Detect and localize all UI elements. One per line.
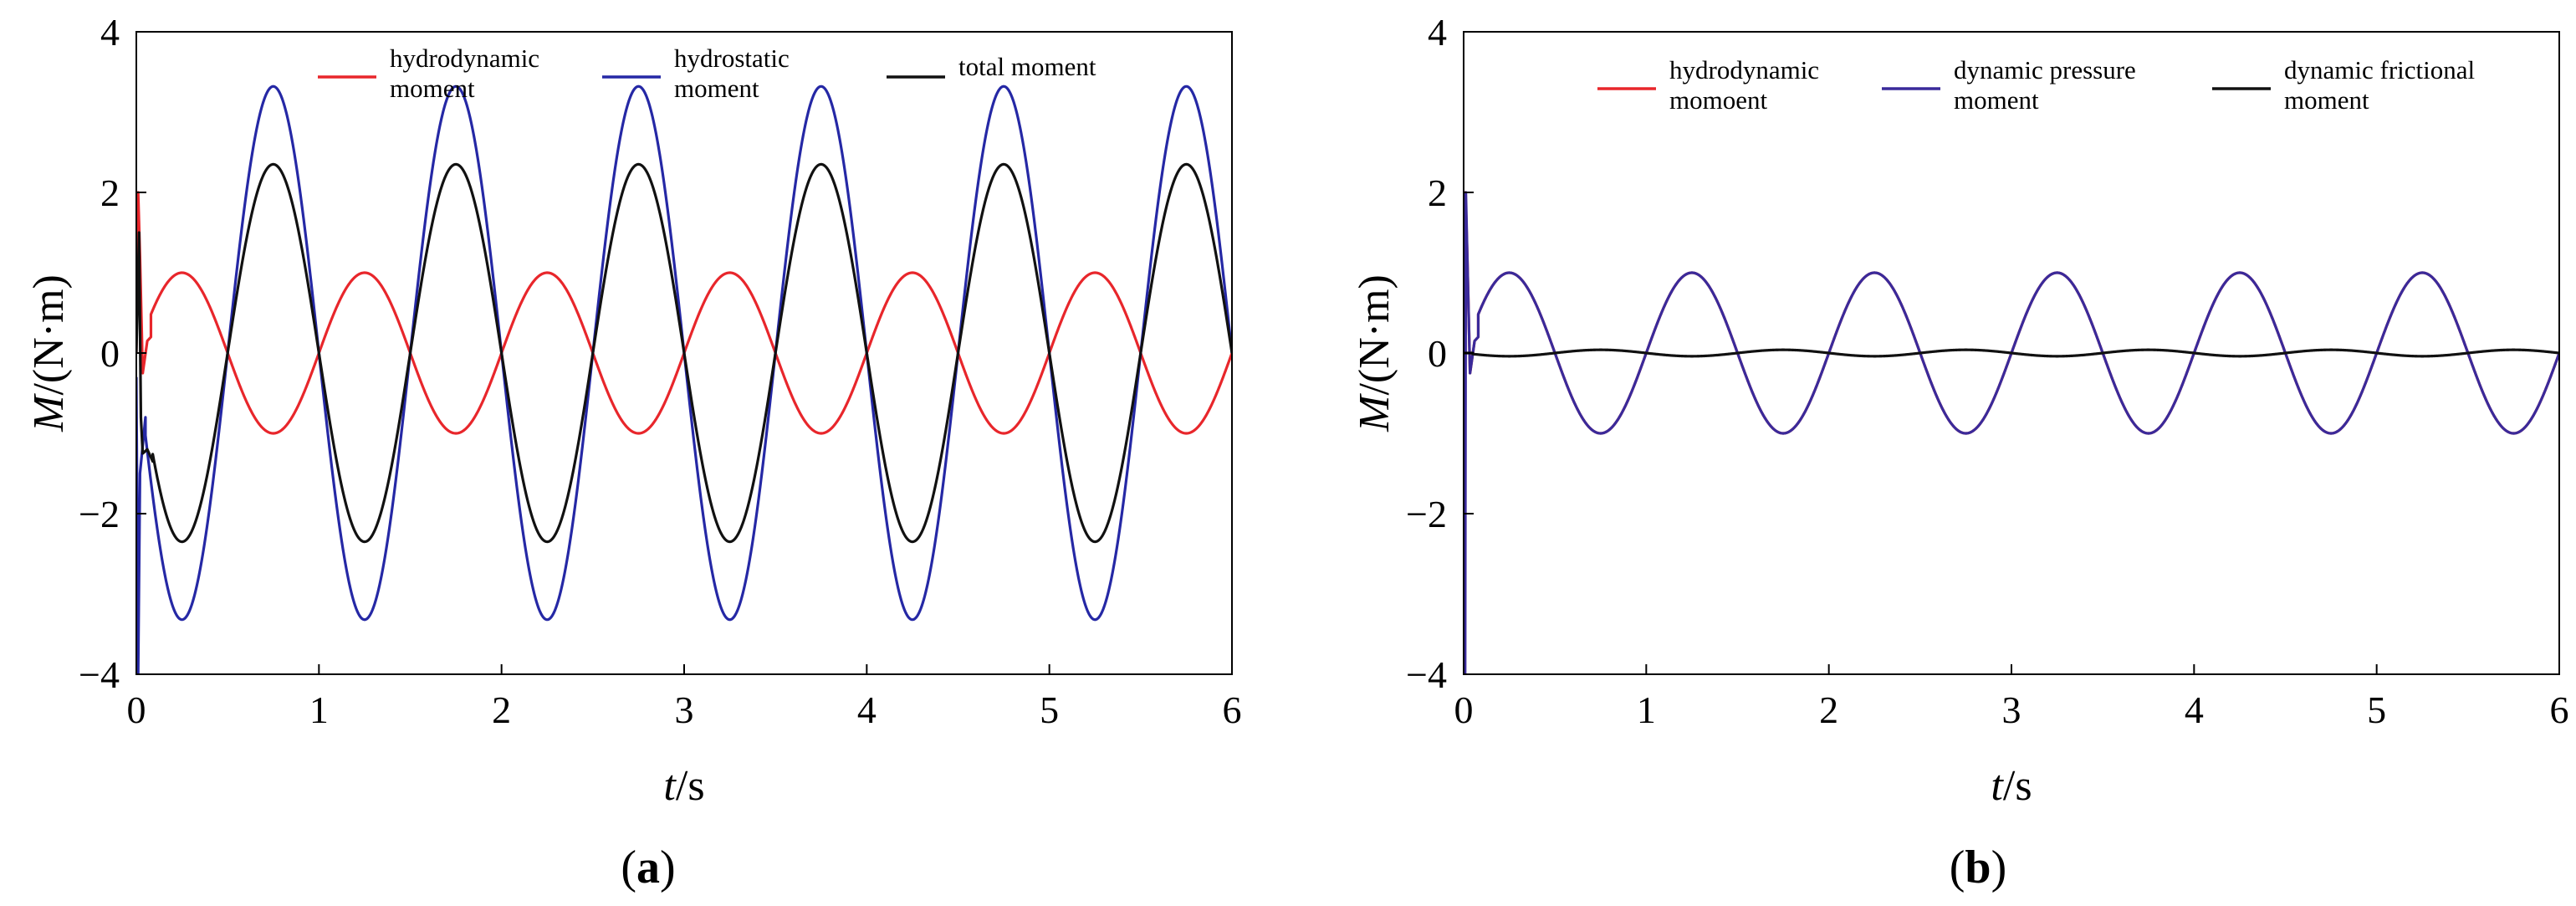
x-tick-label: 2: [1819, 688, 1838, 731]
x-tick-label: 3: [2002, 688, 2021, 731]
y-axis-label: M/(N·m): [25, 274, 73, 433]
chart-panel-b: 0 1 2 3 4 5 6 −4 −2 0 2 4 t/s M/(N·m) hydrodynamicmomo…: [1351, 11, 2569, 893]
y-tick-label: −4: [1406, 653, 1447, 696]
series-line-3: [1464, 348, 2559, 358]
y-tick-label: 4: [100, 11, 120, 54]
x-tick-label: 6: [2550, 688, 2569, 731]
legend-label: hydrostatic: [674, 44, 790, 73]
y-tick-label: −4: [79, 653, 120, 696]
y-tick-label: −2: [1406, 493, 1447, 535]
legend-label: moment: [674, 74, 759, 103]
series-line-3: [136, 162, 1232, 544]
x-tick-label: 5: [2367, 688, 2386, 731]
x-tick-label: 5: [1040, 688, 1059, 731]
y-tick-label: 0: [100, 332, 120, 375]
x-tick-label: 0: [1454, 688, 1474, 731]
series-line-2: [1464, 191, 2559, 674]
x-tick-label: 2: [492, 688, 511, 731]
legend-label: hydrodynamic: [390, 44, 539, 73]
x-tick-label: 4: [2185, 688, 2204, 731]
panel-label: (b): [1950, 842, 2006, 893]
series-group: [1464, 191, 2559, 674]
legend-label: moment: [390, 74, 475, 103]
legend-label: hydrodynamic: [1669, 55, 1819, 84]
y-tick-label: 2: [1428, 171, 1447, 214]
x-tick-label: 6: [1223, 688, 1242, 731]
y-tick-label: 2: [100, 171, 120, 214]
x-tick-label: 1: [309, 688, 329, 731]
legend-label: total moment: [958, 52, 1096, 81]
series-line-2: [136, 84, 1232, 674]
series-line-1: [136, 191, 1232, 435]
legend-label: dynamic frictional: [2284, 55, 2475, 84]
legend-label: momoent: [1669, 85, 1767, 115]
legend-label: moment: [1954, 85, 2039, 115]
series-group: [136, 84, 1232, 674]
panel-label: (a): [621, 842, 675, 893]
x-tick-label: 1: [1637, 688, 1656, 731]
y-tick-label: 0: [1428, 332, 1447, 375]
chart-panel-a: 0 1 2 3 4 5 6−4−2024t/sM/(N·m)hydrodynamicmome…: [25, 11, 1242, 893]
x-axis-label: t/s: [663, 762, 704, 810]
x-axis-label: t/s: [1991, 762, 2032, 810]
legend-label: dynamic pressure: [1954, 55, 2136, 84]
y-axis-label: M/(N·m): [1351, 274, 1398, 433]
x-tick-label: 3: [675, 688, 694, 731]
y-tick-label: −2: [79, 493, 120, 535]
x-tick-label: 4: [857, 688, 877, 731]
y-tick-label: 4: [1428, 11, 1447, 54]
x-tick-label: 0: [127, 688, 146, 731]
legend: hydrodynamicmomenthydrostaticmomenttotal…: [318, 44, 1096, 103]
legend-label: moment: [2284, 85, 2369, 115]
